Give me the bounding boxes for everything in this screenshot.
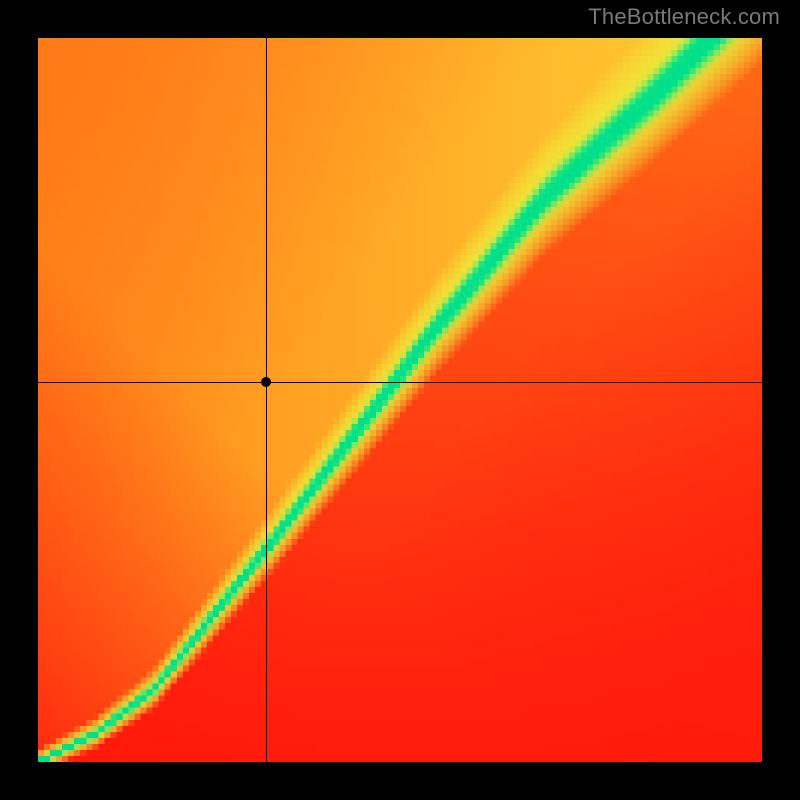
attribution-text: TheBottleneck.com	[588, 4, 780, 30]
heatmap-canvas	[38, 38, 762, 762]
crosshair-horizontal	[38, 382, 762, 383]
marker-dot	[261, 377, 271, 387]
crosshair-vertical	[266, 38, 267, 762]
heatmap-chart	[38, 38, 762, 762]
page-root: TheBottleneck.com	[0, 0, 800, 800]
